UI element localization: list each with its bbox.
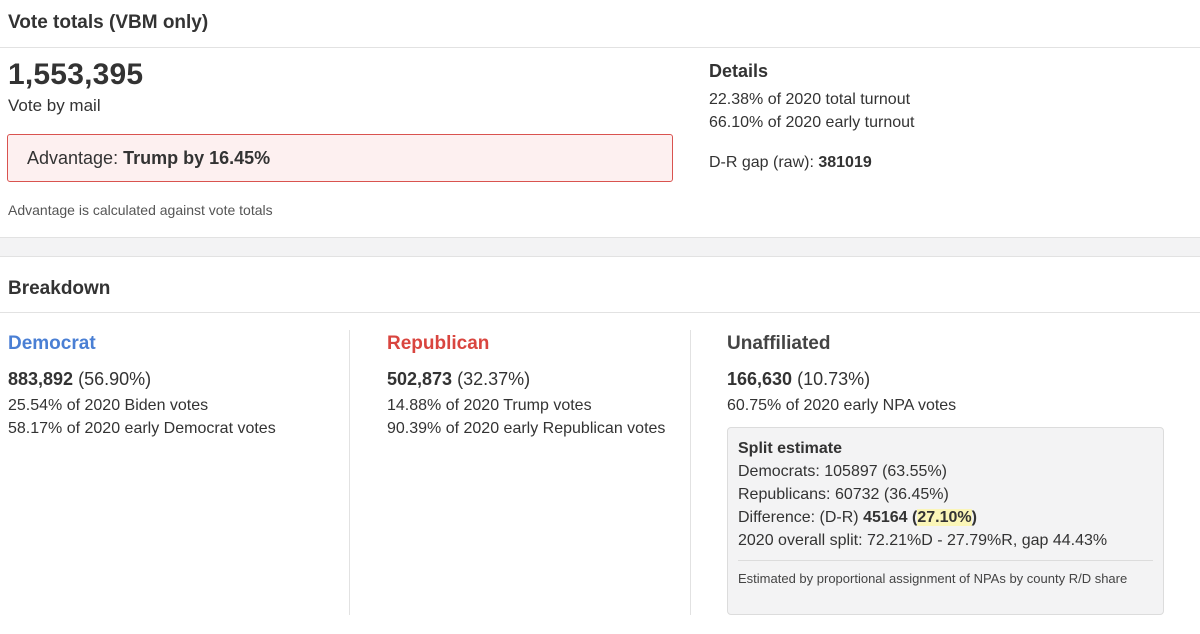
breakdown-header: Breakdown xyxy=(8,278,111,299)
split-note: Estimated by proportional assignment of … xyxy=(738,571,1128,586)
details-gap-label: D-R gap (raw): xyxy=(709,154,819,171)
democrat-line-1: 25.54% of 2020 Biden votes xyxy=(8,397,209,414)
unaffiliated-pct: (10.73%) xyxy=(792,369,871,389)
democrat-count-value: 883,892 xyxy=(8,369,74,389)
details-gap: D-R gap (raw): 381019 xyxy=(709,151,914,174)
split-diff-pct: 27.10% xyxy=(917,509,972,526)
advantage-note: Advantage is calculated against vote tot… xyxy=(8,202,273,218)
unaffiliated-title: Unaffiliated xyxy=(727,333,831,354)
republican-line-2: 90.39% of 2020 early Republican votes xyxy=(387,420,666,437)
split-overall: 2020 overall split: 72.21%D - 27.79%R, g… xyxy=(738,532,1108,549)
total-votes: 1,553,395 xyxy=(8,58,144,91)
democrat-count: 883,892 (56.90%) xyxy=(8,369,338,390)
column-divider xyxy=(349,330,350,615)
republican-count: 502,873 (32.37%) xyxy=(387,369,667,390)
democrat-line-2: 58.17% of 2020 early Democrat votes xyxy=(8,420,276,437)
split-title: Split estimate xyxy=(738,440,843,457)
advantage-label: Advantage: xyxy=(27,148,124,168)
unaffiliated-count: 166,630 (10.73%) xyxy=(727,369,1167,390)
republican-title: Republican xyxy=(387,333,490,354)
details-title: Details xyxy=(709,61,769,81)
details-gap-value: 381019 xyxy=(818,154,872,171)
split-diff-close: ) xyxy=(971,509,977,526)
split-estimate-box: Split estimate Democrats: 105897 (63.55%… xyxy=(727,427,1164,615)
republican-count-value: 502,873 xyxy=(387,369,453,389)
republican-pct: (32.37%) xyxy=(452,369,531,389)
details-panel: Details 22.38% of 2020 total turnout 66.… xyxy=(709,61,914,174)
split-republicans: Republicans: 60732 (36.45%) xyxy=(738,486,949,503)
split-difference: Difference: (D-R) 45164 (27.10%) xyxy=(738,506,1153,529)
split-democrats: Democrats: 105897 (63.55%) xyxy=(738,463,947,480)
advantage-box: Advantage: Trump by 16.45% xyxy=(7,134,673,182)
split-diff-label: Difference: (D-R) xyxy=(738,509,864,526)
unaffiliated-column: Unaffiliated 166,630 (10.73%) 60.75% of … xyxy=(727,333,1167,417)
democrat-title: Democrat xyxy=(8,333,96,354)
details-total-turnout: 22.38% of 2020 total turnout xyxy=(709,91,911,108)
split-diff-value: 45164 xyxy=(863,509,908,526)
vote-totals-header: Vote totals (VBM only) xyxy=(8,12,209,33)
divider xyxy=(738,560,1153,561)
section-separator xyxy=(0,237,1200,257)
total-votes-label: Vote by mail xyxy=(8,96,101,115)
democrat-pct: (56.90%) xyxy=(73,369,152,389)
column-divider xyxy=(690,330,691,615)
details-early-turnout: 66.10% of 2020 early turnout xyxy=(709,114,915,131)
advantage-value: Trump by 16.45% xyxy=(123,148,271,168)
unaffiliated-count-value: 166,630 xyxy=(727,369,793,389)
divider xyxy=(0,312,1200,313)
split-diff-open: ( xyxy=(907,509,918,526)
democrat-column: Democrat 883,892 (56.90%) 25.54% of 2020… xyxy=(8,333,338,440)
divider xyxy=(0,47,1200,48)
republican-line-1: 14.88% of 2020 Trump votes xyxy=(387,397,592,414)
unaffiliated-line-1: 60.75% of 2020 early NPA votes xyxy=(727,397,957,414)
republican-column: Republican 502,873 (32.37%) 14.88% of 20… xyxy=(387,333,667,440)
